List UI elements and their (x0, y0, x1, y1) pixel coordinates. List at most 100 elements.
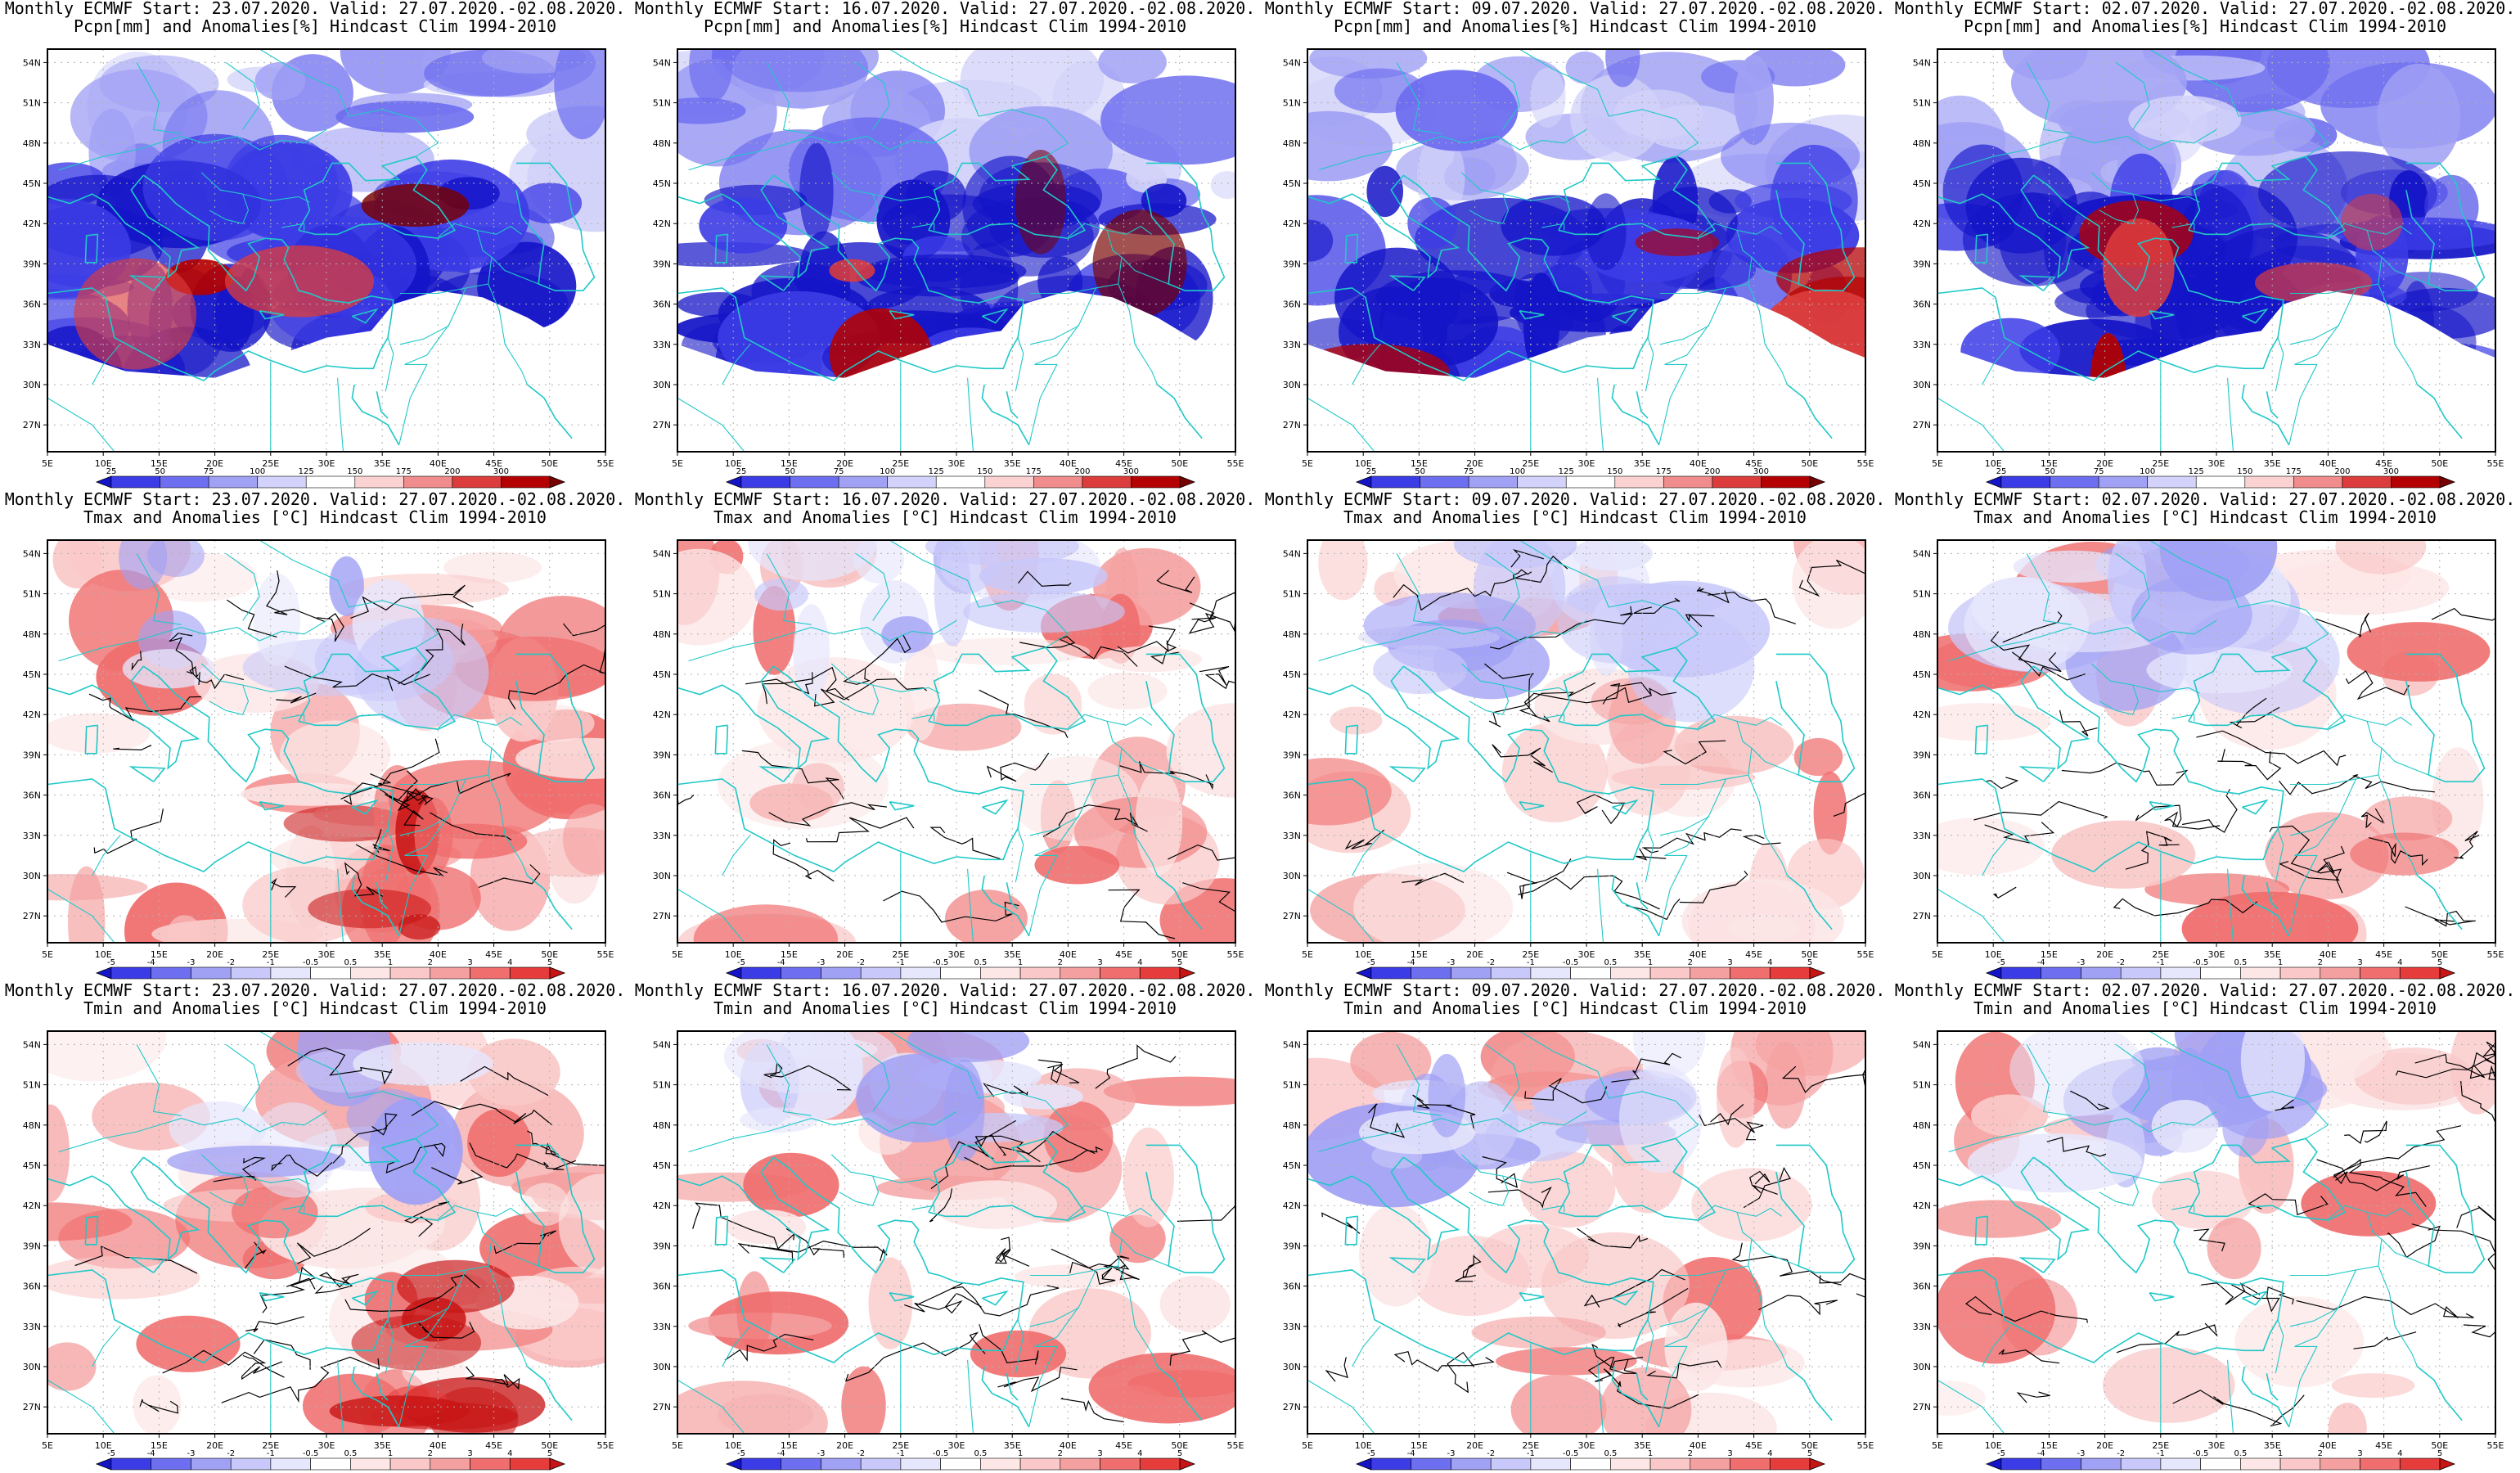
coastline (298, 646, 457, 731)
coastline (47, 174, 200, 279)
lat-tick-label: 51N (1913, 98, 1931, 109)
country-border (488, 283, 529, 385)
country-border (1751, 1238, 1799, 1267)
lat-tick-label: 33N (1283, 831, 1301, 841)
lon-tick-label: 30E (1578, 458, 1595, 469)
contour-line (460, 1065, 549, 1097)
anomaly-shading (167, 1145, 346, 1178)
anomaly-shading (47, 713, 151, 754)
country-border (2026, 553, 2072, 625)
country-border (2026, 62, 2072, 134)
contour-line (2172, 1390, 2305, 1427)
country-border (2227, 1359, 2234, 1434)
country-border (225, 1043, 260, 1112)
contour-line (2387, 1225, 2441, 1259)
country-border (1460, 172, 1510, 224)
contour-line (2345, 670, 2410, 700)
lon-tick-label: 15E (151, 949, 168, 960)
lat-tick-label: 33N (653, 340, 671, 350)
country-border (2090, 1154, 2140, 1206)
contour-line (88, 693, 202, 722)
anomaly-shading (1375, 270, 1540, 325)
contour-line (113, 745, 152, 751)
country-border (1396, 1044, 1442, 1116)
lon-tick-label: 50E (541, 1440, 558, 1451)
lon-tick-label: 5E (42, 458, 53, 469)
coastline (1937, 1156, 2090, 1261)
anomaly-shading (2301, 1170, 2437, 1237)
country-border (2288, 854, 2318, 936)
contour-line (1591, 1343, 1644, 1369)
contour-line (2469, 1060, 2495, 1081)
contour-line (431, 1167, 484, 1185)
country-border (281, 1205, 305, 1213)
country-border (2294, 1269, 2356, 1347)
contour-line (478, 864, 541, 888)
anomaly-shading (1585, 193, 1627, 271)
lon-tick-label: 50E (1171, 1440, 1188, 1451)
contour-line (2411, 1223, 2495, 1271)
lon-tick-label: 25E (892, 949, 909, 960)
anomaly-shading (122, 649, 216, 689)
country-border (677, 1379, 745, 1434)
anomaly-shading (677, 241, 811, 268)
coastline (1787, 1366, 1833, 1421)
contour-line (2368, 837, 2428, 867)
contour-line (1626, 899, 1681, 921)
lon-tick-label: 15E (2041, 1440, 2058, 1451)
lon-tick-label: 20E (2096, 1440, 2113, 1451)
coastline (1937, 1156, 2284, 1364)
lat-tick-label: 36N (1913, 791, 1931, 801)
country-border (1698, 223, 1783, 238)
country-border (1030, 230, 1123, 295)
anomaly-shading (1530, 67, 1566, 128)
contour-line (1182, 882, 1235, 912)
anomaly-shading (515, 737, 605, 779)
lat-tick-label: 36N (1283, 300, 1301, 310)
contour-line (2353, 1331, 2417, 1349)
coastline (928, 646, 1087, 731)
coastline (714, 1215, 729, 1246)
contour-line (997, 1367, 1078, 1393)
country-border (337, 377, 344, 452)
anomaly-shading (1510, 1374, 1607, 1434)
contour-line (979, 689, 1069, 738)
lat-tick-label: 27N (653, 420, 671, 430)
country-border (2132, 684, 2200, 694)
anomaly-shading (47, 1104, 70, 1202)
country-border (58, 128, 327, 171)
map-canvas: 5E 10E 15E 20E 25E 30E 35E 40E 45E 50E 55E 27N 30N 33… (23, 48, 614, 469)
contour-line (1523, 682, 1651, 717)
contour-line (1455, 1255, 1482, 1282)
lat-tick-label: 39N (1913, 1241, 1931, 1251)
contour-line (1482, 1155, 1519, 1188)
country-border (1982, 1326, 2011, 1367)
contour-line (371, 828, 390, 854)
coastline (1307, 174, 1654, 382)
lon-tick-label: 35E (1004, 458, 1021, 469)
contour-line (2046, 1137, 2107, 1157)
anomaly-shading (521, 1182, 569, 1226)
coastline (1145, 653, 1226, 782)
lon-tick-label: 30E (948, 1440, 965, 1451)
coastline (1558, 155, 1717, 240)
country-border (855, 1043, 890, 1112)
lon-tick-label: 50E (1171, 458, 1188, 469)
anomaly-shading (280, 720, 391, 789)
panel-title-line1: Monthly ECMWF Start: 02.07.2020. Valid: … (1894, 980, 2516, 1000)
coastline (2242, 308, 2269, 324)
lon-tick-label: 40E (1690, 949, 1707, 960)
map-panel-tmin-3: Monthly ECMWF Start: 09.07.2020. Valid: … (1260, 982, 1890, 1473)
coastline (515, 1144, 596, 1273)
lat-tick-label: 45N (1283, 669, 1301, 680)
anomaly-shading (931, 1180, 1058, 1229)
anomaly-shading (793, 604, 830, 700)
contour-line (1149, 625, 1179, 664)
contour-line (1447, 1351, 1475, 1394)
coastline (1558, 646, 1717, 731)
anomaly-shading (1734, 55, 1774, 146)
country-border (1028, 363, 1058, 445)
anomaly-shading (1600, 1367, 1692, 1434)
contour-line (883, 890, 1019, 923)
lat-tick-label: 36N (653, 791, 671, 801)
